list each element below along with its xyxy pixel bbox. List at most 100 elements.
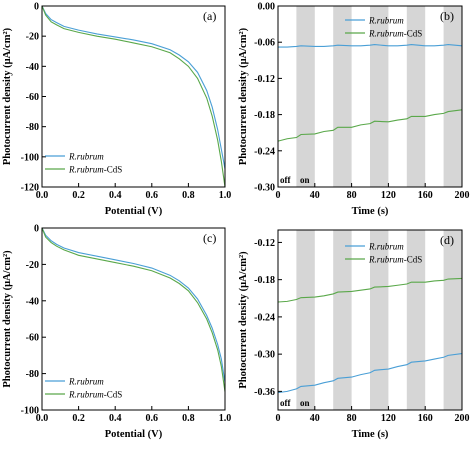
x-tick-label: 0.8 <box>182 190 195 201</box>
legend-entry-italic: R.rubrum <box>68 390 104 400</box>
light-on-band-4 <box>406 230 426 410</box>
series-line-rubrum-cds <box>278 109 462 142</box>
x-axis-title: Potential (V) <box>105 206 163 217</box>
on-label: on <box>300 175 310 185</box>
y-tick-label: -40 <box>26 296 39 307</box>
x-tick-label: 80 <box>347 413 357 424</box>
y-tick-label: -0.24 <box>254 312 275 323</box>
legend-entry-italic: R.rubrum <box>368 255 404 265</box>
legend-entry: R.rubrum <box>368 16 404 26</box>
panel-a-chart: 0.0 0.2 0.4 0.6 0.8 1.0 0 -20 -40 -60 -80 -100 -120 P… <box>2 2 231 218</box>
light-on-band-3 <box>370 230 389 410</box>
y-tick-label: -120 <box>21 183 39 194</box>
y-tick-label: -0.18 <box>254 275 275 286</box>
off-label: off <box>280 175 291 185</box>
plot-frame <box>41 227 226 411</box>
light-on-band-4 <box>406 6 426 187</box>
x-tick-label: 0.4 <box>109 190 122 201</box>
y-tick-label: 0 <box>34 2 39 13</box>
y-tick-label: -60 <box>26 333 39 344</box>
series-line-rubrum-cds <box>42 228 225 392</box>
legend-entry-suffix: -CdS <box>404 29 423 39</box>
panel-d-chart: 0 40 80 120 160 200 -0.12 -0.18 -0.24 -0.30 -0.36 T… <box>238 229 470 440</box>
legend-entry-suffix: -CdS <box>104 390 123 400</box>
x-tick-label: 0 <box>276 413 281 424</box>
x-tick-label: 120 <box>381 190 396 201</box>
x-tick-label: 40 <box>310 190 320 201</box>
legend-entry-suffix: -CdS <box>104 165 123 175</box>
legend-entry: R.rubrum-CdS <box>368 29 422 39</box>
series-line-rubrum-cds <box>42 6 225 187</box>
x-tick-label: 1.0 <box>219 413 232 424</box>
panel-label: (d) <box>440 233 454 247</box>
x-tick-label: 40 <box>310 413 320 424</box>
x-tick-label: 0.8 <box>182 413 195 424</box>
panel-label: (a) <box>203 9 216 23</box>
off-label: off <box>280 398 291 408</box>
y-tick-label: -0.18 <box>254 110 275 121</box>
x-tick-label: 0.4 <box>109 413 122 424</box>
y-tick-label: -20 <box>26 260 39 271</box>
x-tick-label: 0.2 <box>72 190 85 201</box>
legend-entry: R.rubrum <box>68 377 104 387</box>
x-tick-label: 0.6 <box>146 190 159 201</box>
legend-entry: R.rubrum-CdS <box>368 255 422 265</box>
y-tick-label: -0.06 <box>254 38 275 49</box>
x-tick-label: 0.6 <box>146 413 159 424</box>
x-tick-label: 0 <box>276 190 281 201</box>
y-tick-label: 0 <box>34 224 39 235</box>
legend-entry-italic: R.rubrum <box>368 242 404 252</box>
panel-label: (b) <box>440 9 454 23</box>
x-axis-title: Time (s) <box>352 429 389 440</box>
y-tick-label: -100 <box>21 406 39 417</box>
y-axis-title: Photocurrent density (μA/cm²) <box>238 27 249 165</box>
y-tick-label: -60 <box>26 92 39 103</box>
y-tick-label: 0.00 <box>258 2 276 13</box>
x-tick-label: 80 <box>347 190 357 201</box>
on-label: on <box>300 398 310 408</box>
x-tick-label: 160 <box>418 190 433 201</box>
y-tick-label: -20 <box>26 32 39 43</box>
legend-entry-suffix: -CdS <box>404 255 423 265</box>
panel-label: (c) <box>203 231 216 245</box>
y-tick-label: -80 <box>26 122 39 133</box>
panel-c-chart: 0.0 0.2 0.4 0.6 0.8 1.0 0 -20 -40 -60 -80 -100 Poten… <box>2 224 231 441</box>
y-tick-label: -0.36 <box>254 387 275 398</box>
y-tick-label: -40 <box>26 62 39 73</box>
y-tick-label: -0.30 <box>254 350 275 361</box>
legend-entry-italic: R.rubrum <box>68 377 104 387</box>
x-axis-title: Time (s) <box>352 206 389 217</box>
x-tick-label: 200 <box>455 190 470 201</box>
series-line-rubrum <box>42 228 225 383</box>
legend-entry: R.rubrum <box>368 242 404 252</box>
x-tick-label: 120 <box>381 413 396 424</box>
legend-entry: R.rubrum-CdS <box>68 390 122 400</box>
light-on-band-5 <box>443 6 462 187</box>
plot-frame <box>277 229 463 411</box>
x-axis-title: Potential (V) <box>105 429 163 440</box>
y-tick-label: -0.12 <box>254 74 275 85</box>
legend-entry-italic: R.rubrum <box>68 152 104 162</box>
series-line-rubrum <box>278 44 462 48</box>
y-axis-title: Photocurrent density (μA/cm²) <box>2 27 13 165</box>
legend-entry-italic: R.rubrum <box>68 165 104 175</box>
x-tick-label: 160 <box>418 413 433 424</box>
y-tick-label: -0.24 <box>254 146 275 157</box>
x-tick-label: 200 <box>455 413 470 424</box>
panel-b-chart: 0 40 80 120 160 200 0.00 -0.06 -0.12 -0.18 -0.24 -0… <box>238 2 470 218</box>
light-on-band-2 <box>333 6 352 187</box>
light-on-band-1 <box>296 6 315 187</box>
y-tick-label: -80 <box>26 369 39 380</box>
x-tick-label: 1.0 <box>219 190 232 201</box>
y-tick-label: -100 <box>21 152 39 163</box>
y-axis-title: Photocurrent density (μA/cm²) <box>2 250 13 388</box>
series-line-rubrum <box>42 6 225 170</box>
light-on-band-3 <box>370 6 389 187</box>
x-tick-label: 0.0 <box>36 413 49 424</box>
series-line-rubrum <box>278 352 462 394</box>
y-tick-label: -0.30 <box>254 183 275 194</box>
legend-entry-italic: R.rubrum <box>368 16 404 26</box>
light-on-band-5 <box>443 230 462 410</box>
